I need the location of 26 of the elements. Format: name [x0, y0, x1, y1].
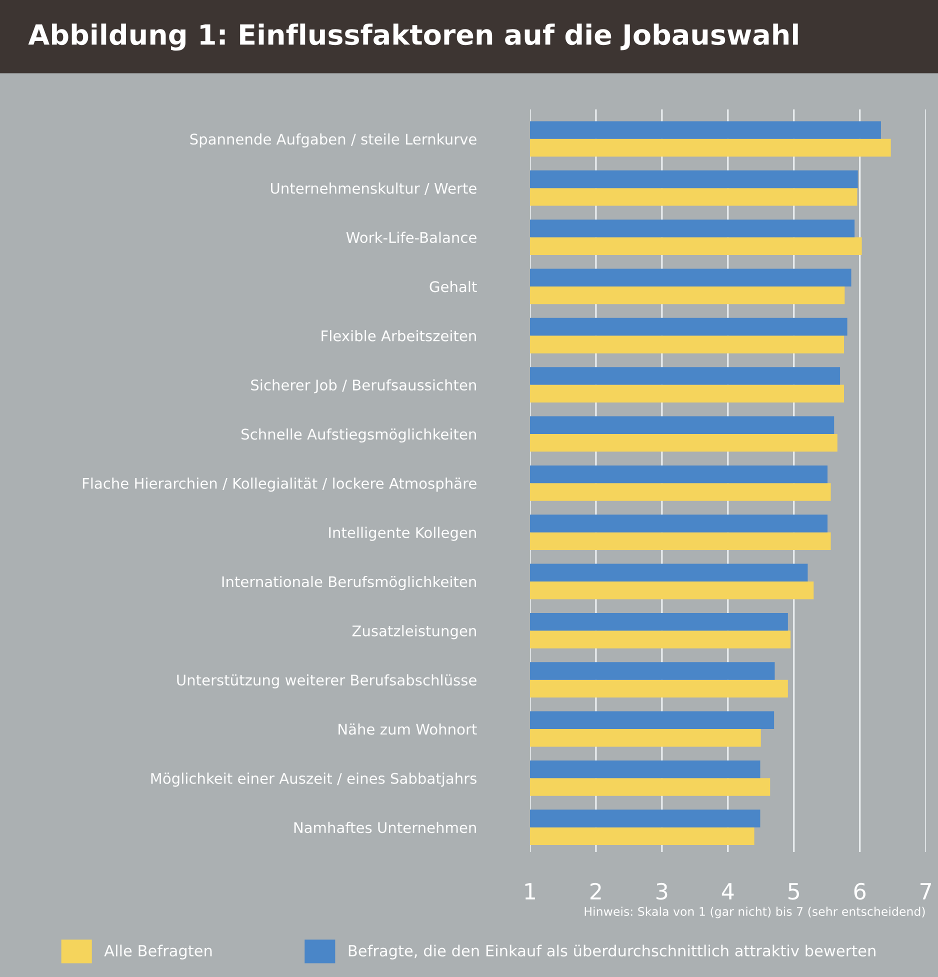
y-tick-label: Spannende Aufgaben / steile Lernkurve — [190, 133, 476, 148]
y-tick-label: Möglichkeit einer Auszeit / eines Sabbatjahrs — [151, 772, 476, 787]
y-tick-label: Intelligente Kollegen — [329, 526, 476, 541]
x-tick-label: 2 — [590, 882, 601, 900]
x-tick-label: 3 — [656, 882, 668, 900]
y-tick-label: Flexible Arbeitszeiten — [322, 330, 476, 342]
x-tick-label: 5 — [788, 883, 799, 900]
x-tick-label: 1 — [525, 883, 535, 900]
y-tick-label: Namhaftes Unternehmen — [294, 822, 476, 834]
y-tick-label: Schnelle Aufstiegsmöglichkeiten — [242, 428, 476, 443]
y-tick-label: Zusatzleistungen — [352, 625, 476, 640]
x-tick-label: 4 — [722, 883, 734, 900]
chart-title: Abbildung 1: Einflussfaktoren auf die Jobauswahl — [28, 24, 798, 51]
x-tick-label: 6 — [854, 882, 866, 900]
y-tick-label: Unternehmenskultur / Werte — [271, 182, 476, 195]
y-tick-label: Gehalt — [430, 280, 477, 292]
legend-label: Alle Befragten — [104, 944, 212, 960]
y-tick-label: Internationale Berufsmöglichkeiten — [222, 576, 476, 590]
y-tick-label: Nähe zum Wohnort — [338, 723, 477, 735]
y-tick-label: Sicherer Job / Berufsaussichten — [251, 379, 476, 394]
y-tick-label: Unterstützung weiterer Berufsabschlüsse — [177, 674, 476, 688]
y-tick-label: Work-Life-Balance — [346, 232, 476, 244]
y-tick-label: Flache Hierarchien / Kollegialität / lockere Atmosphäre — [82, 478, 476, 492]
text: Hinweis: Skala von 1 (gar nicht) bis 7 (sehr entscheidend) — [584, 906, 925, 918]
x-tick-label: 7 — [920, 883, 931, 900]
legend-label: Befragte, die den Einkauf als überdurchschnittlich attraktiv bewerten — [348, 944, 876, 960]
